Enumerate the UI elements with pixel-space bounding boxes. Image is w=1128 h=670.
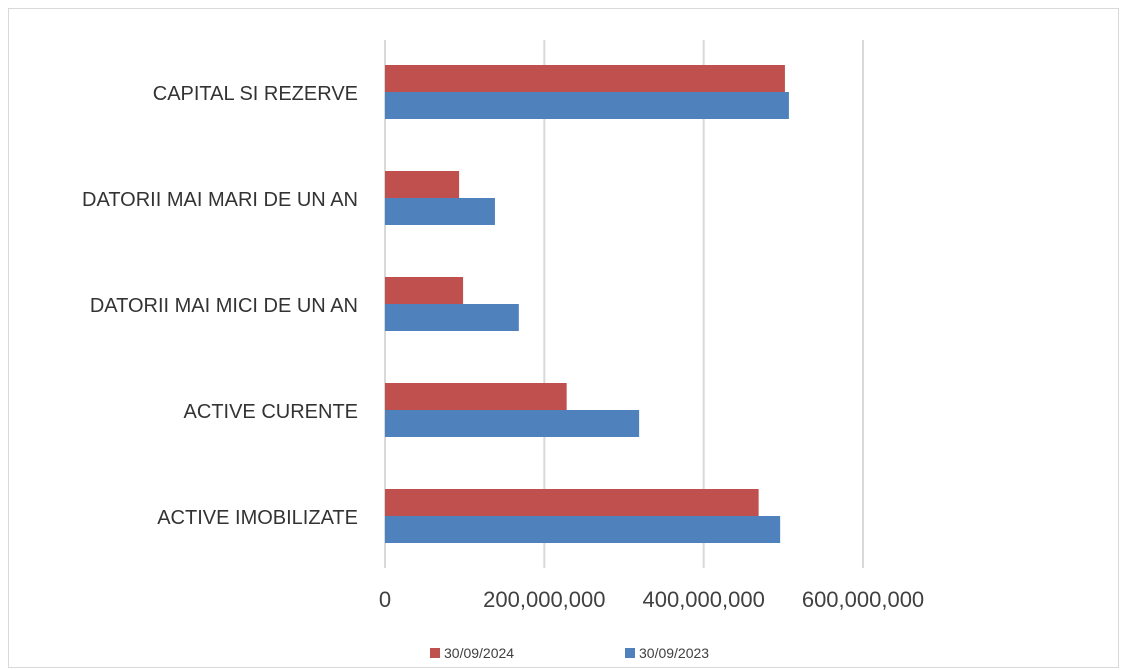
legend-label: 30/09/2023 (639, 645, 709, 661)
legend-swatch (625, 648, 635, 658)
bar (385, 171, 460, 198)
x-tick-label: 600,000,000 (802, 587, 924, 612)
category-label: CAPITAL SI REZERVE (153, 83, 358, 105)
legend: 30/09/2024 30/09/2023 (430, 645, 709, 661)
x-tick-label: 200,000,000 (483, 587, 605, 612)
bar (385, 277, 464, 304)
bar (385, 92, 789, 119)
legend-swatch (430, 648, 440, 658)
bar (385, 383, 567, 410)
bar (385, 516, 781, 543)
bar (385, 489, 759, 516)
x-tick-label: 400,000,000 (642, 587, 764, 612)
category-label: DATORII MAI MARI DE UN AN (82, 189, 358, 211)
bar (385, 65, 785, 92)
legend-label: 30/09/2024 (444, 645, 514, 661)
category-label: ACTIVE CURENTE (184, 401, 358, 423)
bars (385, 65, 789, 543)
bar (385, 198, 495, 225)
x-tick-label: 0 (379, 587, 391, 612)
category-labels: CAPITAL SI REZERVE DATORII MAI MARI DE UN… (82, 83, 358, 529)
x-tick-labels: 0 200,000,000 400,000,000 600,000,000 (379, 587, 924, 612)
bar (385, 304, 519, 331)
category-label: DATORII MAI MICI DE UN AN (90, 295, 358, 317)
category-label: ACTIVE IMOBILIZATE (157, 507, 358, 529)
bar (385, 410, 640, 437)
